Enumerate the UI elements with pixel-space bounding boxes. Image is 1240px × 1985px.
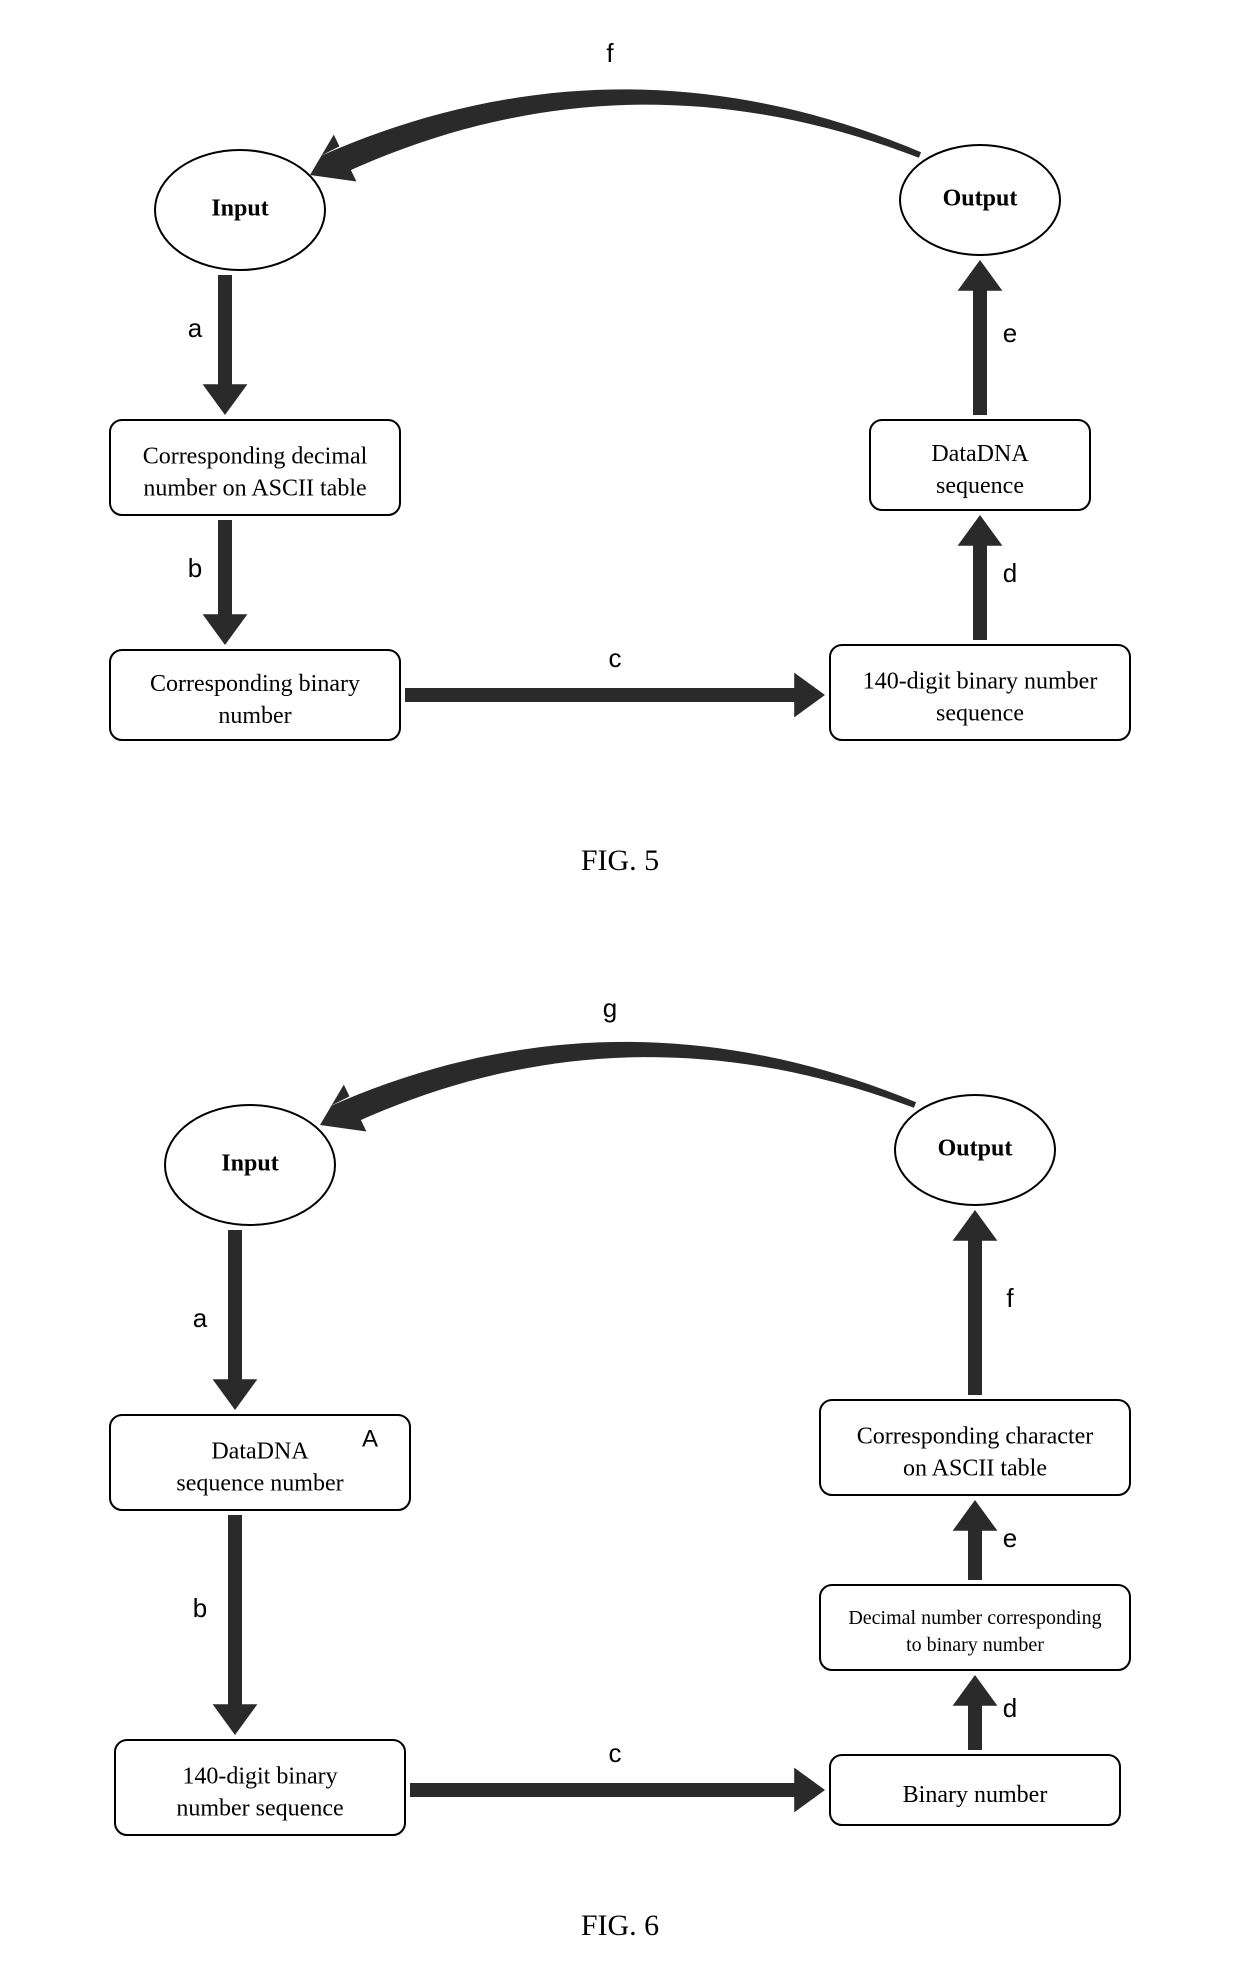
edge-label-c: c: [609, 643, 622, 673]
f5-input: Input: [155, 150, 325, 270]
f6-output: Output: [895, 1095, 1055, 1205]
f5-ascii: Corresponding decimal number on ASCII tab…: [110, 420, 400, 515]
svg-text:to binary number: to binary number: [906, 1634, 1044, 1656]
svg-text:sequence: sequence: [936, 473, 1024, 499]
svg-text:sequence: sequence: [936, 701, 1024, 727]
edge-label-d: d: [1003, 558, 1017, 588]
f6-input: Input: [165, 1105, 335, 1225]
svg-text:number sequence: number sequence: [176, 1796, 343, 1822]
edge-label-f: f: [1006, 1283, 1014, 1313]
svg-text:Binary number: Binary number: [903, 1782, 1048, 1808]
diagram-canvas: a b c d e f Input Output Corresponding decimal nu…: [0, 0, 1240, 1985]
svg-text:140-digit binary: 140-digit binary: [182, 1763, 337, 1789]
svg-text:Input: Input: [221, 1151, 278, 1177]
edge-label-e: e: [1003, 318, 1017, 348]
f5-output: Output: [900, 145, 1060, 255]
f6-ascii: Corresponding character on ASCII table: [820, 1400, 1130, 1495]
svg-text:Corresponding decimal: Corresponding decimal: [143, 443, 368, 469]
f5-140: 140-digit binary number sequence: [830, 645, 1130, 740]
edge-label-d: d: [1003, 1693, 1017, 1723]
edge-label-g: g: [603, 993, 617, 1023]
f6-140: 140-digit binary number sequence: [115, 1740, 405, 1835]
edge-label-e: e: [1003, 1523, 1017, 1553]
svg-text:DataDNA: DataDNA: [931, 441, 1029, 467]
svg-text:Decimal number corresponding: Decimal number corresponding: [848, 1607, 1101, 1629]
f5-bin: Corresponding binary number: [110, 650, 400, 740]
svg-text:Corresponding character: Corresponding character: [857, 1423, 1094, 1449]
svg-text:DataDNA: DataDNA: [211, 1438, 309, 1464]
figure-caption: FIG. 6: [581, 1909, 659, 1942]
edge-label-b: b: [193, 1593, 207, 1623]
svg-text:Output: Output: [938, 1136, 1013, 1162]
svg-text:Output: Output: [943, 186, 1018, 212]
f6-dec: Decimal number corresponding to binary nu…: [820, 1585, 1130, 1670]
svg-text:Corresponding binary: Corresponding binary: [150, 671, 360, 697]
edge-label-c: c: [609, 1738, 622, 1768]
f5-dna: DataDNA sequence: [870, 420, 1090, 510]
edge-label-f: f: [606, 38, 614, 68]
f6-dna: DataDNA sequence number A: [110, 1415, 410, 1510]
svg-text:on ASCII table: on ASCII table: [903, 1456, 1047, 1482]
figure-caption: FIG. 5: [581, 844, 659, 877]
svg-text:number: number: [218, 703, 291, 729]
edge-label-b: b: [188, 553, 202, 583]
svg-text:sequence number: sequence number: [176, 1471, 343, 1497]
edge-label-a: a: [188, 313, 203, 343]
svg-text:A: A: [362, 1425, 378, 1452]
f6-bin: Binary number: [830, 1755, 1120, 1825]
svg-text:140-digit binary number: 140-digit binary number: [863, 668, 1098, 694]
svg-text:Input: Input: [211, 196, 268, 222]
svg-text:number on ASCII table: number on ASCII table: [143, 476, 366, 502]
edge-label-a: a: [193, 1303, 208, 1333]
